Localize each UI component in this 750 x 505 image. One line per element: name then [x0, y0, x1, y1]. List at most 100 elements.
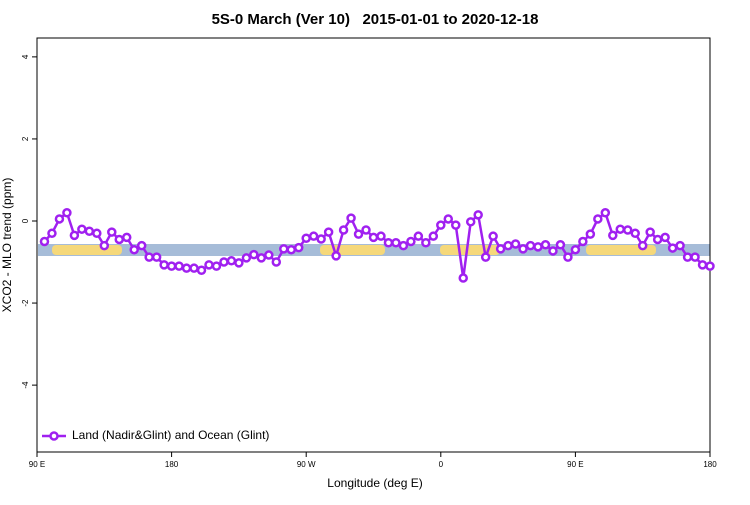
point	[421, 237, 431, 248]
chart-title: 5S-0 March (Ver 10) 2015-01-01 to 2020-1…	[212, 11, 539, 28]
point	[316, 234, 326, 244]
point	[121, 232, 132, 243]
point	[241, 253, 252, 263]
x-tick-label: 90 E	[29, 460, 45, 469]
point	[129, 244, 139, 255]
y-tick-label: -2	[21, 299, 30, 307]
point	[308, 231, 319, 241]
point	[353, 229, 364, 239]
point	[652, 234, 663, 245]
point	[174, 261, 184, 271]
point	[600, 208, 611, 218]
y-axis-label: XCO2 - MLO trend (ppm)	[0, 178, 14, 313]
point	[39, 236, 50, 247]
point	[166, 261, 177, 271]
point	[510, 239, 521, 249]
point	[675, 240, 685, 251]
legend-marker	[49, 431, 59, 441]
plot-frame	[36, 37, 711, 453]
point	[256, 253, 267, 263]
x-tick-label: 90 E	[567, 460, 583, 469]
point	[211, 261, 222, 271]
point	[226, 256, 237, 266]
point	[585, 229, 596, 239]
x-tick-label: 90 W	[297, 460, 316, 469]
point	[196, 265, 207, 275]
point	[286, 244, 296, 255]
point	[114, 234, 125, 245]
point	[92, 228, 102, 239]
point	[525, 240, 536, 251]
point	[331, 251, 341, 261]
point	[436, 220, 446, 230]
point	[473, 210, 483, 220]
point	[264, 250, 274, 260]
point	[630, 228, 640, 239]
point	[84, 226, 95, 237]
y-tick-label: 4	[21, 54, 30, 59]
point	[697, 260, 708, 270]
point	[47, 228, 57, 239]
x-tick-label: 180	[165, 460, 179, 469]
point	[682, 252, 693, 262]
point	[428, 231, 439, 241]
point	[465, 217, 476, 227]
point	[136, 240, 147, 251]
point	[645, 227, 655, 237]
point	[705, 261, 715, 271]
point	[54, 214, 65, 224]
point	[346, 213, 356, 223]
point	[376, 231, 386, 241]
point	[219, 257, 229, 267]
point	[279, 244, 289, 254]
point	[608, 230, 618, 241]
point	[361, 225, 371, 235]
point	[615, 224, 626, 234]
point	[144, 252, 154, 262]
point	[234, 258, 244, 268]
point	[667, 243, 678, 253]
point	[622, 225, 633, 235]
point	[413, 231, 424, 241]
point	[204, 260, 214, 270]
point	[383, 237, 394, 248]
point	[480, 252, 491, 262]
point	[62, 208, 72, 218]
point	[593, 214, 603, 224]
point	[495, 244, 506, 254]
point	[518, 244, 528, 254]
point	[548, 246, 558, 256]
point	[398, 240, 409, 251]
point	[660, 232, 670, 243]
point	[443, 214, 454, 224]
point	[458, 273, 468, 283]
point	[159, 260, 169, 270]
point	[69, 230, 80, 241]
point	[451, 220, 461, 230]
x-tick-label: 180	[703, 460, 717, 469]
point	[406, 236, 416, 247]
point	[555, 240, 566, 250]
point	[637, 240, 648, 251]
y-tick-label: 2	[21, 136, 30, 141]
point	[293, 242, 304, 253]
point	[391, 237, 401, 248]
point	[99, 240, 110, 251]
point	[249, 249, 259, 260]
point	[338, 225, 349, 235]
point	[690, 252, 700, 262]
point	[301, 233, 311, 243]
point	[570, 244, 581, 255]
point	[323, 227, 334, 237]
point	[271, 257, 282, 267]
point	[189, 263, 199, 273]
y-tick-label: 0	[21, 218, 30, 223]
point	[540, 240, 551, 250]
point	[533, 242, 543, 252]
point	[368, 232, 379, 243]
x-axis-label: Longitude (deg E)	[327, 476, 422, 490]
point	[488, 231, 498, 241]
legend-label: Land (Nadir&Glint) and Ocean (Glint)	[72, 428, 269, 442]
x-tick-label: 0	[439, 460, 444, 469]
